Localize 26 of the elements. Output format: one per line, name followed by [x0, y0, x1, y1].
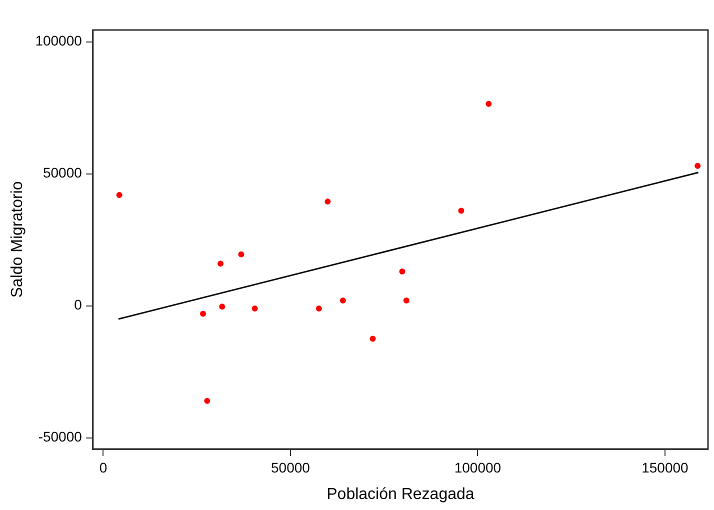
y-axis-title: Saldo Migratorio: [9, 181, 26, 298]
point: [204, 398, 210, 404]
x-tick-label: 100000: [454, 459, 502, 476]
point: [252, 305, 258, 312]
x-tick-label: 50000: [271, 459, 310, 476]
point: [238, 251, 244, 258]
point: [218, 260, 224, 267]
point: [219, 304, 226, 310]
point: [324, 198, 331, 205]
point: [116, 192, 122, 198]
point: [399, 268, 406, 275]
y-tick-label: 50000: [42, 164, 82, 181]
point: [458, 208, 464, 214]
y-tick-label: 0: [74, 296, 82, 313]
y-tick-label: -50000: [38, 428, 82, 445]
point: [486, 100, 492, 107]
point: [370, 336, 376, 342]
x-tick-label: 0: [99, 459, 108, 476]
point: [316, 305, 322, 312]
x-axis-title: Población Rezagada: [326, 486, 474, 503]
point: [340, 298, 346, 304]
point: [694, 162, 701, 169]
point: [200, 310, 206, 317]
y-tick-label: 100000: [35, 32, 82, 49]
point: [403, 298, 410, 304]
x-tick-label: 150000: [642, 459, 689, 476]
